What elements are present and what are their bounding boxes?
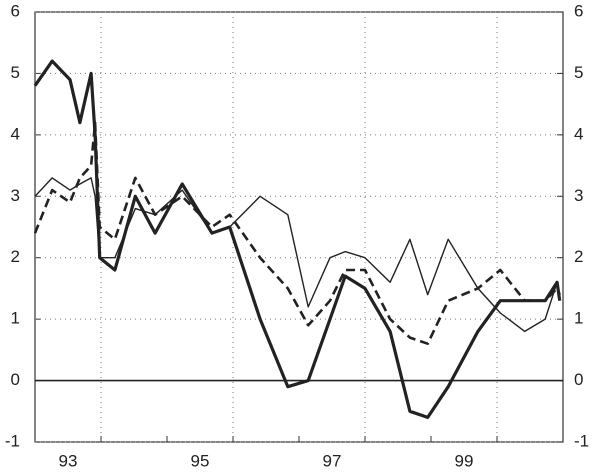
- y-tick-label: 5: [11, 63, 20, 82]
- y2-tick-label: 4: [574, 124, 583, 143]
- plot-frame: [34, 11, 564, 443]
- x-tick-label: 99: [455, 451, 474, 470]
- y2-tick-label: 3: [574, 186, 583, 205]
- y2-tick-label: 5: [574, 63, 583, 82]
- y2-tick-label: 6: [574, 1, 583, 20]
- y-tick-label: 1: [11, 309, 20, 328]
- x-tick-label: 95: [191, 451, 210, 470]
- line-series: [33, 59, 562, 419]
- y-tick-label: -1: [5, 431, 20, 450]
- line-series: [34, 177, 561, 333]
- y2-tick-label: 1: [574, 309, 583, 328]
- y-tick-label: 4: [11, 124, 20, 143]
- y-tick-label: 6: [11, 1, 20, 20]
- y-tick-label: 2: [11, 247, 20, 266]
- y-tick-label: 0: [11, 370, 20, 389]
- y2-tick-label: -1: [574, 431, 589, 450]
- y2-tick-label: 2: [574, 247, 583, 266]
- x-tick-label: 93: [59, 451, 78, 470]
- line-series: [33, 121, 561, 345]
- y-tick-label: 3: [11, 186, 20, 205]
- y2-tick-label: 0: [574, 370, 583, 389]
- x-tick-label: 97: [323, 451, 342, 470]
